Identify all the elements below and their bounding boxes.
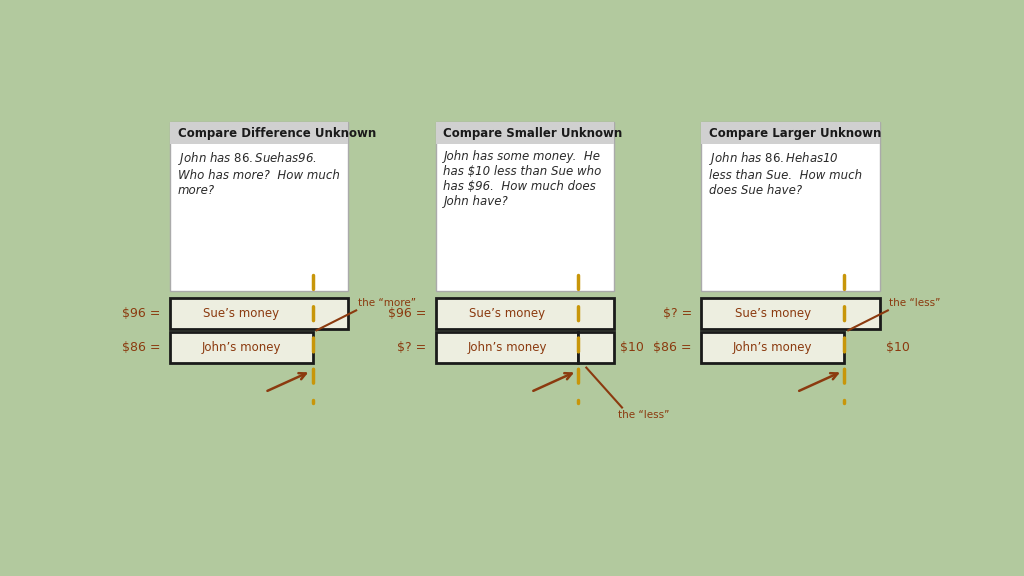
Bar — [435, 122, 614, 144]
Text: Compare Larger Unknown: Compare Larger Unknown — [710, 127, 882, 140]
Text: $86 =: $86 = — [122, 341, 160, 354]
Text: $10: $10 — [621, 341, 644, 354]
Text: Sue’s money: Sue’s money — [735, 306, 811, 320]
Bar — [701, 122, 880, 291]
Text: John’s money: John’s money — [733, 341, 813, 354]
Bar — [170, 122, 348, 144]
Text: Sue’s money: Sue’s money — [469, 306, 545, 320]
Text: John’s money: John’s money — [202, 341, 281, 354]
Text: $? =: $? = — [663, 306, 692, 320]
Bar — [435, 332, 579, 363]
Bar — [701, 122, 880, 144]
Text: John has $86.  He has $10
less than Sue.  How much
does Sue have?: John has $86. He has $10 less than Sue. … — [710, 150, 862, 196]
Text: $96 =: $96 = — [122, 306, 160, 320]
Bar — [435, 122, 614, 291]
Text: the “more”: the “more” — [357, 298, 416, 308]
Text: $10: $10 — [887, 341, 910, 354]
Text: Compare Smaller Unknown: Compare Smaller Unknown — [443, 127, 623, 140]
Bar — [701, 298, 880, 328]
Text: John has $86.  Sue has $96.
Who has more?  How much
more?: John has $86. Sue has $96. Who has more?… — [177, 150, 340, 196]
Bar — [170, 332, 312, 363]
Text: Compare Difference Unknown: Compare Difference Unknown — [177, 127, 376, 140]
Text: the “less”: the “less” — [618, 410, 670, 420]
Bar — [701, 332, 844, 363]
Text: the “less”: the “less” — [890, 298, 941, 308]
Text: $96 =: $96 = — [388, 306, 426, 320]
Bar — [435, 298, 614, 328]
Bar — [579, 332, 614, 363]
Bar — [170, 298, 348, 328]
Text: $86 =: $86 = — [653, 341, 692, 354]
Text: $? =: $? = — [396, 341, 426, 354]
Text: John’s money: John’s money — [467, 341, 547, 354]
Bar — [170, 122, 348, 291]
Text: John has some money.  He
has $10 less than Sue who
has $96.  How much does
John : John has some money. He has $10 less tha… — [443, 150, 602, 207]
Text: Sue’s money: Sue’s money — [203, 306, 280, 320]
